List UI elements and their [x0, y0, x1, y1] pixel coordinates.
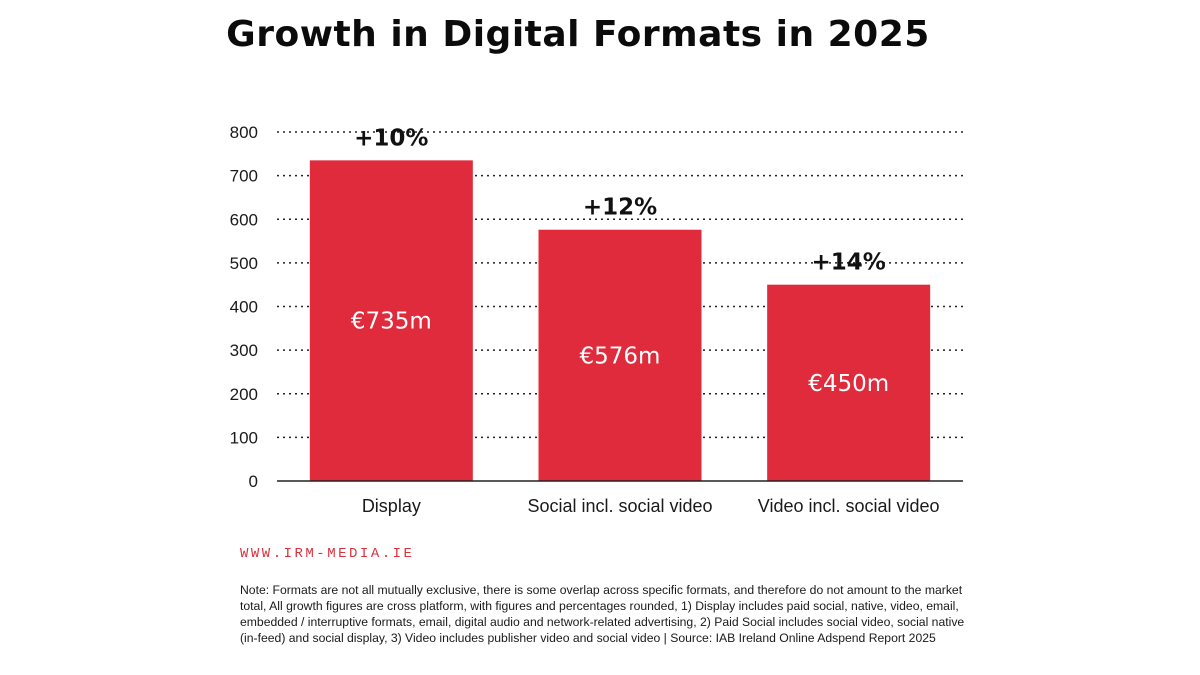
y-tick-label: 500 [230, 254, 258, 273]
y-tick-label: 400 [230, 298, 258, 317]
bar [767, 284, 931, 481]
x-axis-categories: Display Social incl. social video Video in… [362, 496, 940, 516]
y-tick-label: 0 [249, 472, 258, 491]
bar-value-label: €450m [808, 371, 889, 397]
x-category-label: Social incl. social video [527, 496, 712, 516]
x-category-label: Video incl. social video [758, 496, 940, 516]
y-tick-label: 600 [230, 210, 258, 229]
bar-chart: 0 100 200 300 400 500 600 700 800 €735m +10% €576m… [230, 123, 963, 516]
footnote: Note: Formats are not all mutually exclu… [240, 583, 965, 645]
y-tick-label: 200 [230, 385, 258, 404]
y-axis-ticks: 0 100 200 300 400 500 600 700 800 [230, 123, 258, 491]
bar [538, 229, 702, 481]
bar-value-label: €735m [351, 309, 432, 335]
x-category-label: Display [362, 496, 421, 516]
bars: €735m +10% €576m +12% €450m +14% [309, 125, 931, 481]
bar-value-label: €576m [580, 343, 661, 369]
y-tick-label: 300 [230, 341, 258, 360]
growth-label: +10% [354, 125, 428, 151]
bar [309, 160, 473, 481]
growth-label: +12% [583, 195, 657, 221]
growth-label: +14% [812, 250, 886, 276]
website-url: WWW.IRM-MEDIA.IE [240, 546, 415, 562]
y-tick-label: 700 [230, 167, 258, 186]
y-tick-label: 100 [230, 428, 258, 447]
chart-title: Growth in Digital Formats in 2025 [226, 14, 930, 55]
y-tick-label: 800 [230, 123, 258, 142]
